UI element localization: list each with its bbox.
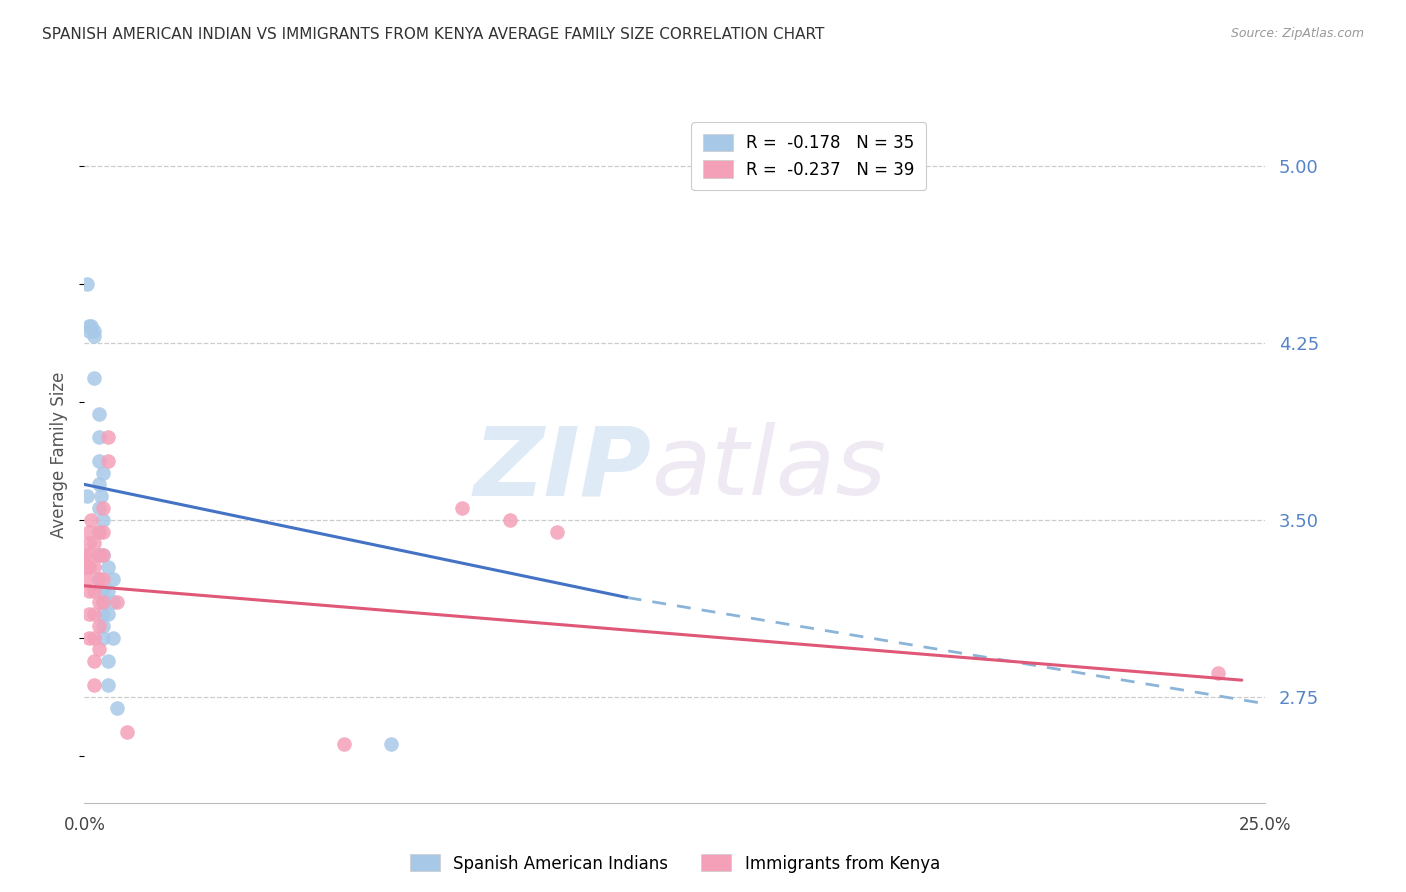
- Point: [91, 607, 114, 621]
- Point: [87, 430, 110, 444]
- Point: [91, 513, 114, 527]
- Point: [87, 407, 110, 421]
- Point: [107, 595, 129, 609]
- Point: [76, 489, 98, 503]
- Point: [76, 277, 98, 291]
- Point: [76, 560, 98, 574]
- Point: [97, 654, 120, 668]
- Point: [83, 654, 105, 668]
- Point: [83, 560, 105, 574]
- Point: [91, 548, 114, 562]
- Point: [97, 583, 120, 598]
- Point: [87, 477, 110, 491]
- Point: [76, 572, 98, 586]
- Point: [87, 595, 110, 609]
- Point: [91, 631, 114, 645]
- Point: [87, 454, 110, 468]
- Point: [87, 572, 110, 586]
- Point: [451, 500, 474, 515]
- Point: [91, 595, 114, 609]
- Point: [87, 642, 110, 657]
- Point: [91, 524, 114, 539]
- Point: [1206, 666, 1229, 681]
- Text: Source: ZipAtlas.com: Source: ZipAtlas.com: [1230, 27, 1364, 40]
- Point: [77, 607, 100, 621]
- Point: [91, 595, 114, 609]
- Text: atlas: atlas: [651, 422, 886, 516]
- Point: [91, 548, 114, 562]
- Legend: Spanish American Indians, Immigrants from Kenya: Spanish American Indians, Immigrants fro…: [404, 847, 946, 880]
- Point: [83, 328, 105, 343]
- Point: [80, 513, 103, 527]
- Point: [115, 725, 138, 739]
- Point: [546, 524, 568, 539]
- Point: [91, 583, 114, 598]
- Point: [87, 548, 110, 562]
- Point: [498, 513, 520, 527]
- Point: [87, 548, 110, 562]
- Text: ZIP: ZIP: [474, 422, 651, 516]
- Point: [77, 536, 100, 550]
- Point: [77, 583, 100, 598]
- Point: [101, 595, 124, 609]
- Point: [83, 631, 105, 645]
- Point: [91, 500, 114, 515]
- Point: [107, 701, 129, 715]
- Point: [83, 371, 105, 385]
- Point: [75, 548, 97, 562]
- Point: [97, 454, 120, 468]
- Point: [97, 607, 120, 621]
- Point: [77, 560, 100, 574]
- Point: [380, 737, 402, 751]
- Y-axis label: Average Family Size: Average Family Size: [51, 372, 69, 538]
- Point: [91, 572, 114, 586]
- Point: [87, 524, 110, 539]
- Point: [83, 583, 105, 598]
- Legend: R =  -0.178   N = 35, R =  -0.237   N = 39: R = -0.178 N = 35, R = -0.237 N = 39: [692, 122, 927, 190]
- Point: [83, 324, 105, 338]
- Point: [77, 319, 100, 334]
- Point: [83, 607, 105, 621]
- Point: [83, 678, 105, 692]
- Point: [87, 572, 110, 586]
- Point: [87, 500, 110, 515]
- Point: [77, 548, 100, 562]
- Point: [1230, 819, 1253, 833]
- Point: [333, 737, 356, 751]
- Point: [87, 524, 110, 539]
- Point: [97, 560, 120, 574]
- Point: [87, 619, 110, 633]
- Point: [97, 678, 120, 692]
- Point: [77, 524, 100, 539]
- Point: [77, 631, 100, 645]
- Point: [77, 324, 100, 338]
- Point: [101, 631, 124, 645]
- Point: [91, 619, 114, 633]
- Text: SPANISH AMERICAN INDIAN VS IMMIGRANTS FROM KENYA AVERAGE FAMILY SIZE CORRELATION: SPANISH AMERICAN INDIAN VS IMMIGRANTS FR…: [42, 27, 824, 42]
- Point: [80, 319, 103, 334]
- Point: [90, 489, 112, 503]
- Point: [101, 572, 124, 586]
- Point: [91, 466, 114, 480]
- Point: [97, 430, 120, 444]
- Point: [83, 536, 105, 550]
